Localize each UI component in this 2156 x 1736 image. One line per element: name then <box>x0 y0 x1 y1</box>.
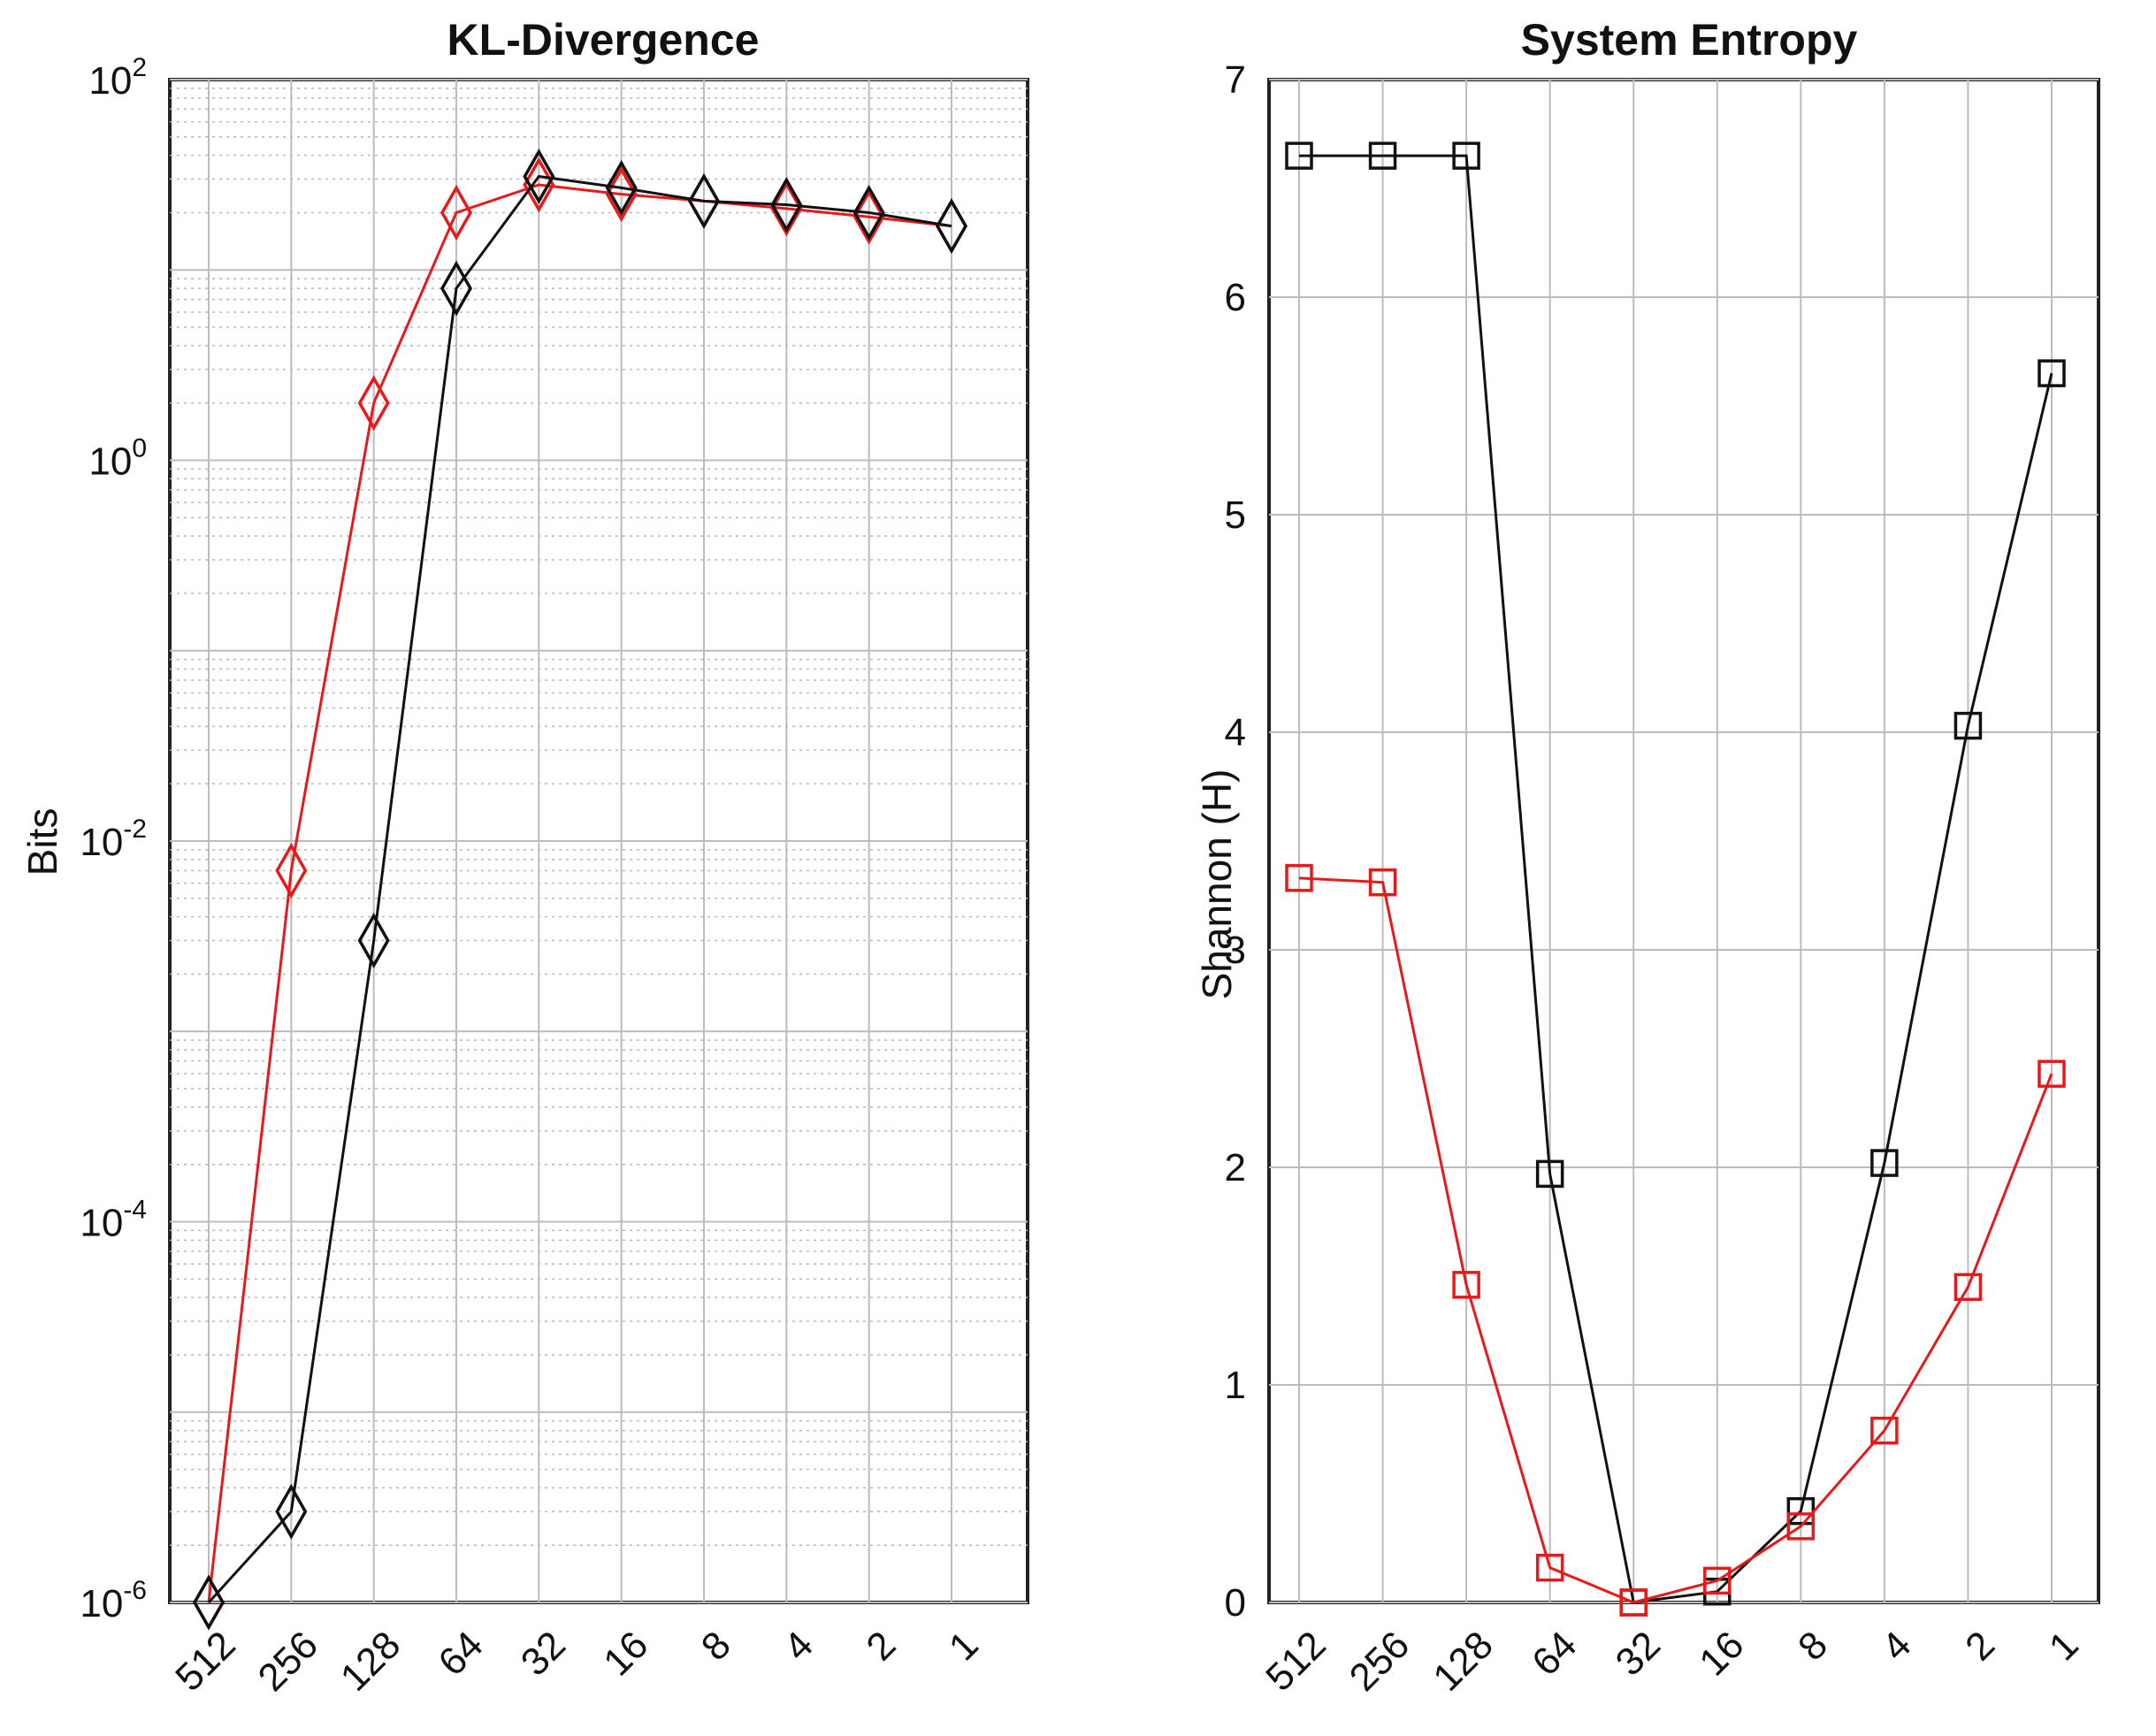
x-tick-label: 128 <box>1425 1623 1502 1700</box>
entropy-x-tick-labels: 512 256 128 64 32 16 8 4 2 1 <box>1258 1623 2087 1700</box>
series-0-marker <box>1953 711 1983 740</box>
x-tick-label: 16 <box>595 1623 656 1684</box>
kl-series-group <box>192 148 968 1631</box>
x-tick-label: 32 <box>1608 1623 1669 1684</box>
x-tick-label: 8 <box>1790 1623 1836 1669</box>
series-1-marker <box>1786 1512 1816 1541</box>
entropy-grid <box>1269 79 2099 1603</box>
kl-grid <box>170 79 1028 1603</box>
series-1-marker <box>852 184 885 241</box>
series-1-marker <box>2037 1059 2066 1088</box>
series-1-marker <box>1285 864 1313 892</box>
series-1-marker <box>1870 1416 1899 1445</box>
entropy-chart-title: System Entropy <box>1521 15 1858 65</box>
x-tick-label: 4 <box>776 1623 822 1669</box>
series-0-marker <box>770 180 803 237</box>
series-0-marker <box>1535 1159 1564 1189</box>
y-tick-label: 100 <box>88 434 147 484</box>
series-0-line <box>1299 154 2053 1604</box>
y-tick-label: 102 <box>88 53 147 103</box>
x-tick-label: 256 <box>250 1623 327 1700</box>
x-tick-label: 512 <box>167 1623 244 1700</box>
series-0-marker <box>1452 141 1480 170</box>
series-0-marker <box>1285 141 1313 170</box>
entropy-y-tick-labels: 0 1 2 3 4 5 6 7 <box>1225 58 1246 1625</box>
series-1-marker <box>523 148 555 205</box>
kl-y-axis-label: Bits <box>19 808 65 876</box>
x-tick-label: 2 <box>858 1623 904 1669</box>
series-1-marker <box>1953 1273 1983 1302</box>
x-tick-label: 1 <box>2041 1623 2087 1669</box>
series-0-marker <box>1368 141 1397 170</box>
y-tick-label: 3 <box>1225 929 1246 972</box>
x-tick-label: 8 <box>693 1623 739 1669</box>
series-1-line <box>1298 876 2053 1604</box>
kl-chart-title: KL-Divergence <box>447 15 760 65</box>
series-0-marker <box>852 188 885 245</box>
x-tick-label: 512 <box>1258 1623 1334 1700</box>
y-tick-label: 0 <box>1225 1581 1246 1625</box>
entropy-y-axis-label: Shannon (H) <box>1194 769 1240 1000</box>
x-tick-label: 4 <box>1874 1623 1920 1669</box>
series-0-marker <box>2037 359 2066 387</box>
series-0-marker <box>440 184 473 241</box>
series-1-marker <box>1619 1588 1648 1617</box>
series-1-marker <box>935 198 968 255</box>
entropy-plot-frame <box>1267 78 2100 1604</box>
y-tick-label: 6 <box>1225 276 1246 319</box>
series-1-line <box>207 174 952 1604</box>
series-1-marker <box>192 1574 226 1631</box>
x-tick-label: 256 <box>1342 1623 1418 1700</box>
y-tick-label: 10-4 <box>80 1196 147 1245</box>
kl-x-tick-labels: 512 256 128 64 32 16 8 4 2 1 <box>167 1623 987 1700</box>
series-1-marker <box>1703 1566 1732 1595</box>
x-tick-label: 1 <box>941 1623 987 1669</box>
series-0-marker <box>275 842 308 899</box>
series-1-marker <box>440 260 473 317</box>
kl-y-tick-labels: 10-6 10-4 10-2 100 102 <box>80 53 147 1625</box>
y-tick-label: 5 <box>1225 493 1246 537</box>
series-1-marker <box>770 177 803 233</box>
series-1-marker <box>605 159 638 216</box>
y-tick-label: 1 <box>1225 1364 1246 1407</box>
y-tick-label: 10-2 <box>80 814 147 864</box>
series-0-marker <box>357 375 390 432</box>
series-1-marker <box>687 172 721 229</box>
x-tick-label: 128 <box>333 1623 409 1700</box>
x-tick-label: 16 <box>1691 1623 1752 1684</box>
series-0-marker <box>1870 1149 1899 1177</box>
series-0-line <box>207 183 952 1603</box>
x-tick-label: 64 <box>1524 1623 1585 1684</box>
entropy-series-group <box>1285 141 2066 1617</box>
x-tick-label: 64 <box>430 1623 491 1684</box>
x-tick-label: 2 <box>1957 1623 2003 1669</box>
y-tick-label: 4 <box>1225 711 1246 754</box>
series-1-marker <box>275 1483 308 1540</box>
series-1-marker <box>357 913 390 969</box>
y-tick-label: 2 <box>1225 1146 1246 1189</box>
y-tick-label: 7 <box>1225 58 1246 102</box>
series-1-marker <box>1368 868 1397 897</box>
kl-divergence-panel: 10-6 10-4 10-2 100 102 512 256 128 64 32 16 8 4 2 1 K… <box>19 15 1029 1700</box>
series-1-marker <box>1452 1271 1480 1299</box>
x-tick-label: 32 <box>513 1623 574 1684</box>
series-1-marker <box>1535 1553 1564 1582</box>
y-tick-label: 10-6 <box>80 1576 147 1625</box>
